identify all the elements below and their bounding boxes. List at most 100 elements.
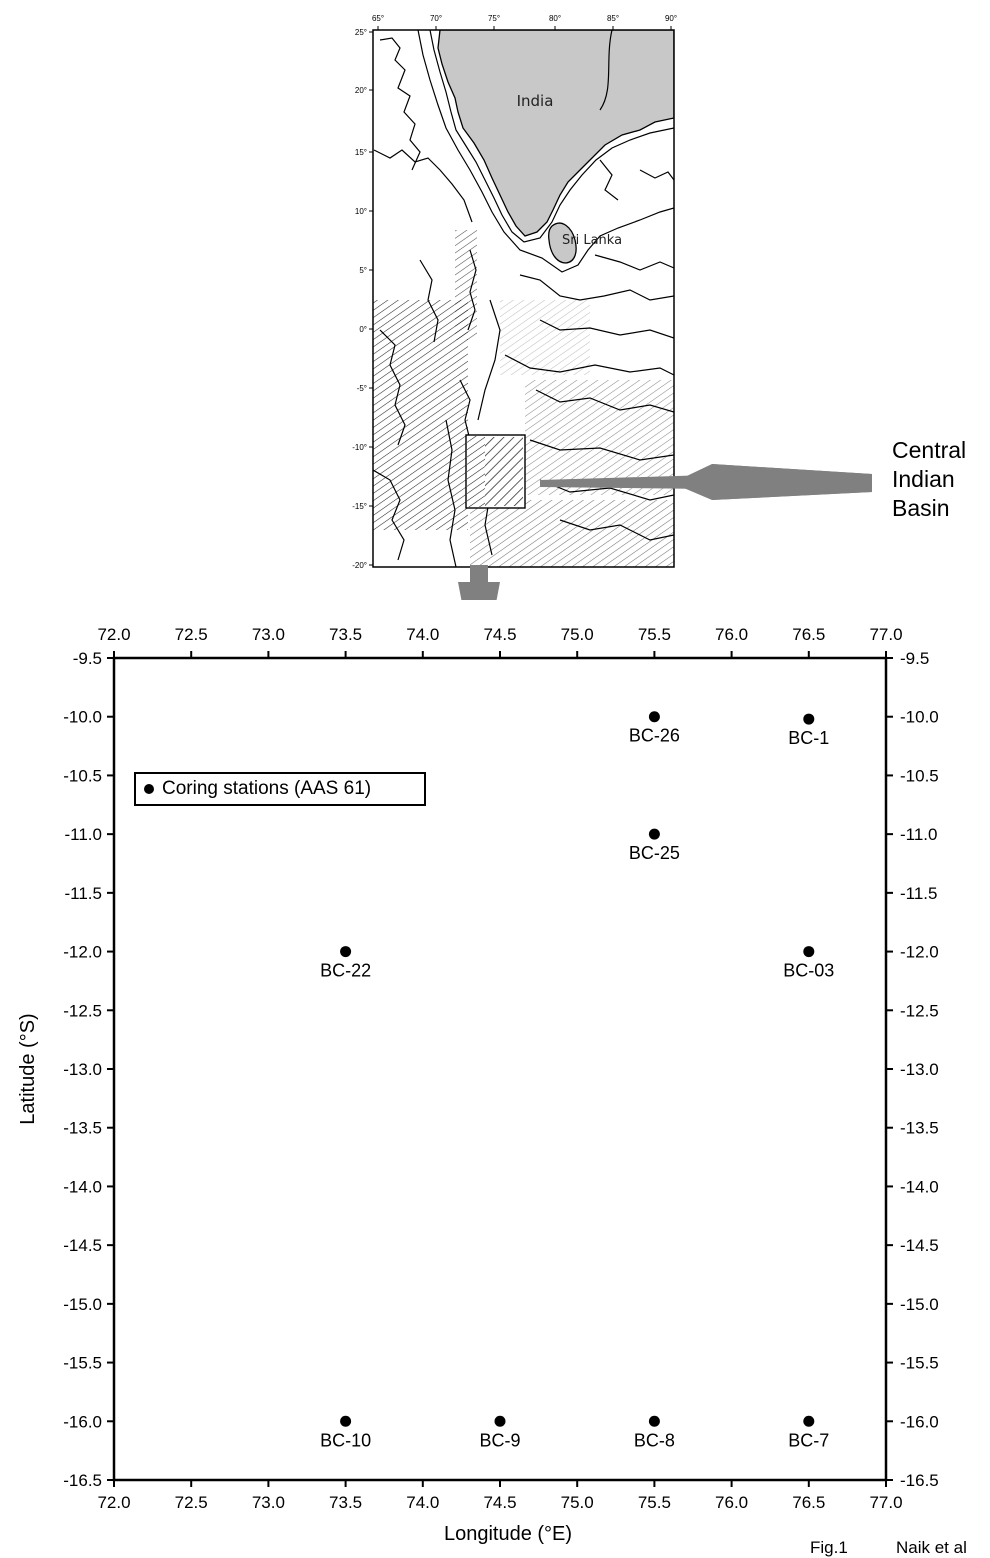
y-tick-label-left: -9.5 — [73, 649, 102, 668]
y-tick-label-left: -10.0 — [63, 708, 102, 727]
inset-lat-tick: 25° — [355, 28, 367, 37]
station-label: BC-9 — [479, 1430, 520, 1450]
sri-lanka-landmass — [547, 222, 577, 264]
station-point — [803, 1415, 815, 1427]
y-tick-label-left: -14.5 — [63, 1236, 102, 1255]
y-tick-label-left: -11.0 — [65, 825, 103, 844]
x-tick-label-top: 76.5 — [792, 625, 825, 644]
y-tick-label-left: -16.0 — [63, 1412, 102, 1431]
india-landmass — [437, 30, 674, 237]
y-tick-label-right: -12.5 — [900, 1001, 939, 1020]
figure-number: Fig.1 — [810, 1538, 848, 1557]
y-tick-label-right: -14.0 — [900, 1177, 939, 1196]
x-axis-label: Longitude (°E) — [444, 1523, 572, 1545]
inset-lat-tick: 15° — [355, 148, 367, 157]
x-tick-label-bottom: 73.0 — [252, 1493, 285, 1512]
x-tick-label-bottom: 76.5 — [792, 1493, 825, 1512]
y-tick-label-right: -10.5 — [900, 766, 939, 785]
inset-lat-tick: 5° — [359, 266, 367, 275]
station-label: BC-1 — [788, 728, 829, 748]
y-tick-label-right: -10.0 — [900, 708, 939, 727]
station-point — [803, 946, 815, 958]
y-tick-label-right: -15.5 — [900, 1354, 939, 1373]
inset-lat-tick: 10° — [355, 207, 367, 216]
india-label: India — [517, 92, 554, 110]
y-axis-label: Latitude (°S) — [17, 1013, 39, 1124]
y-tick-label-right: -11.0 — [900, 825, 938, 844]
y-tick-label-right: -9.5 — [900, 649, 929, 668]
x-tick-label-bottom: 75.0 — [561, 1493, 594, 1512]
x-tick-label-bottom: 74.0 — [406, 1493, 439, 1512]
station-label: BC-8 — [634, 1430, 675, 1450]
station-label: BC-26 — [629, 726, 680, 746]
x-tick-label-top: 74.5 — [483, 625, 516, 644]
station-point — [648, 1415, 660, 1427]
y-tick-label-right: -13.5 — [900, 1119, 939, 1138]
station-points: BC-26 BC-1 BC-25 BC-22 BC-03 BC-10 BC-9 BC-8 BC-… — [320, 711, 834, 1450]
zoom-arrow — [458, 565, 500, 600]
y-tick-label-right: -13.0 — [900, 1060, 939, 1079]
y-tick-label-right: -15.0 — [900, 1295, 939, 1314]
inset-lon-tick: 80° — [549, 14, 561, 23]
station-point — [648, 828, 660, 840]
station-label: BC-03 — [783, 961, 834, 981]
y-tick-label-left: -14.0 — [63, 1177, 102, 1196]
x-tick-label-bottom: 75.5 — [638, 1493, 671, 1512]
x-tick-label-top: 77.0 — [869, 625, 902, 644]
inset-lat-tick: 0° — [359, 325, 367, 334]
x-tick-label-top: 73.5 — [329, 625, 362, 644]
x-tick-label-top: 74.0 — [406, 625, 439, 644]
x-tick-label-bottom: 72.0 — [97, 1493, 130, 1512]
callout-line: Central — [892, 437, 967, 463]
station-label: BC-22 — [320, 961, 371, 981]
inset-lat-tick: -20° — [352, 561, 367, 570]
station-point — [340, 946, 352, 958]
inset-lat-tick: -5° — [357, 384, 367, 393]
legend-text: Coring stations (AAS 61) — [162, 778, 372, 799]
x-tick-label-bottom: 77.0 — [869, 1493, 902, 1512]
x-tick-label-top: 75.5 — [638, 625, 671, 644]
y-tick-label-left: -13.5 — [63, 1119, 102, 1138]
central-indian-basin-label: Central Indian Basin — [892, 436, 966, 523]
y-tick-label-left: -15.0 — [63, 1295, 102, 1314]
y-tick-label-left: -15.5 — [63, 1354, 102, 1373]
station-point — [494, 1415, 506, 1427]
legend-marker — [144, 784, 154, 794]
station-point — [803, 713, 815, 725]
callout-line: Indian — [892, 466, 955, 492]
inset-lat-tick: -10° — [352, 443, 367, 452]
y-tick-label-right: -12.0 — [900, 943, 939, 962]
y-tick-label-right: -16.0 — [900, 1412, 939, 1431]
y-tick-label-left: -16.5 — [63, 1471, 102, 1490]
x-tick-label-bottom: 76.0 — [715, 1493, 748, 1512]
inset-lon-tick: 70° — [430, 14, 442, 23]
legend: Coring stations (AAS 61) — [134, 772, 426, 806]
sri-lanka-label: Sri Lanka — [562, 233, 622, 248]
station-label: BC-7 — [788, 1430, 829, 1450]
inset-lat-tick: -15° — [352, 502, 367, 511]
inset-lon-tick: 90° — [665, 14, 677, 23]
x-tick-label-top: 72.0 — [97, 625, 130, 644]
y-tick-label-left: -13.0 — [63, 1060, 102, 1079]
y-tick-label-left: -12.5 — [63, 1001, 102, 1020]
station-point — [340, 1415, 352, 1427]
station-label: BC-10 — [320, 1430, 371, 1450]
y-tick-label-left: -11.5 — [65, 884, 103, 903]
x-tick-label-top: 75.0 — [561, 625, 594, 644]
inset-lon-tick: 85° — [607, 14, 619, 23]
inset-lon-tick: 75° — [488, 14, 500, 23]
tick-labels: 72.0 72.0 72.5 72.5 73.0 73.0 73.5 73.5 74.0 74.0… — [63, 625, 939, 1512]
author-credit: Naik et al — [896, 1538, 967, 1557]
y-tick-label-left: -12.0 — [63, 943, 102, 962]
x-tick-label-top: 72.5 — [175, 625, 208, 644]
callout-line: Basin — [892, 495, 950, 521]
inset-lat-tick: 20° — [355, 86, 367, 95]
y-tick-label-left: -10.5 — [63, 766, 102, 785]
inset-map-body — [373, 30, 674, 567]
y-tick-label-right: -16.5 — [900, 1471, 939, 1490]
x-tick-label-top: 73.0 — [252, 625, 285, 644]
x-tick-label-top: 76.0 — [715, 625, 748, 644]
y-tick-label-right: -11.5 — [900, 884, 938, 903]
y-tick-label-right: -14.5 — [900, 1236, 939, 1255]
x-tick-label-bottom: 74.5 — [483, 1493, 516, 1512]
